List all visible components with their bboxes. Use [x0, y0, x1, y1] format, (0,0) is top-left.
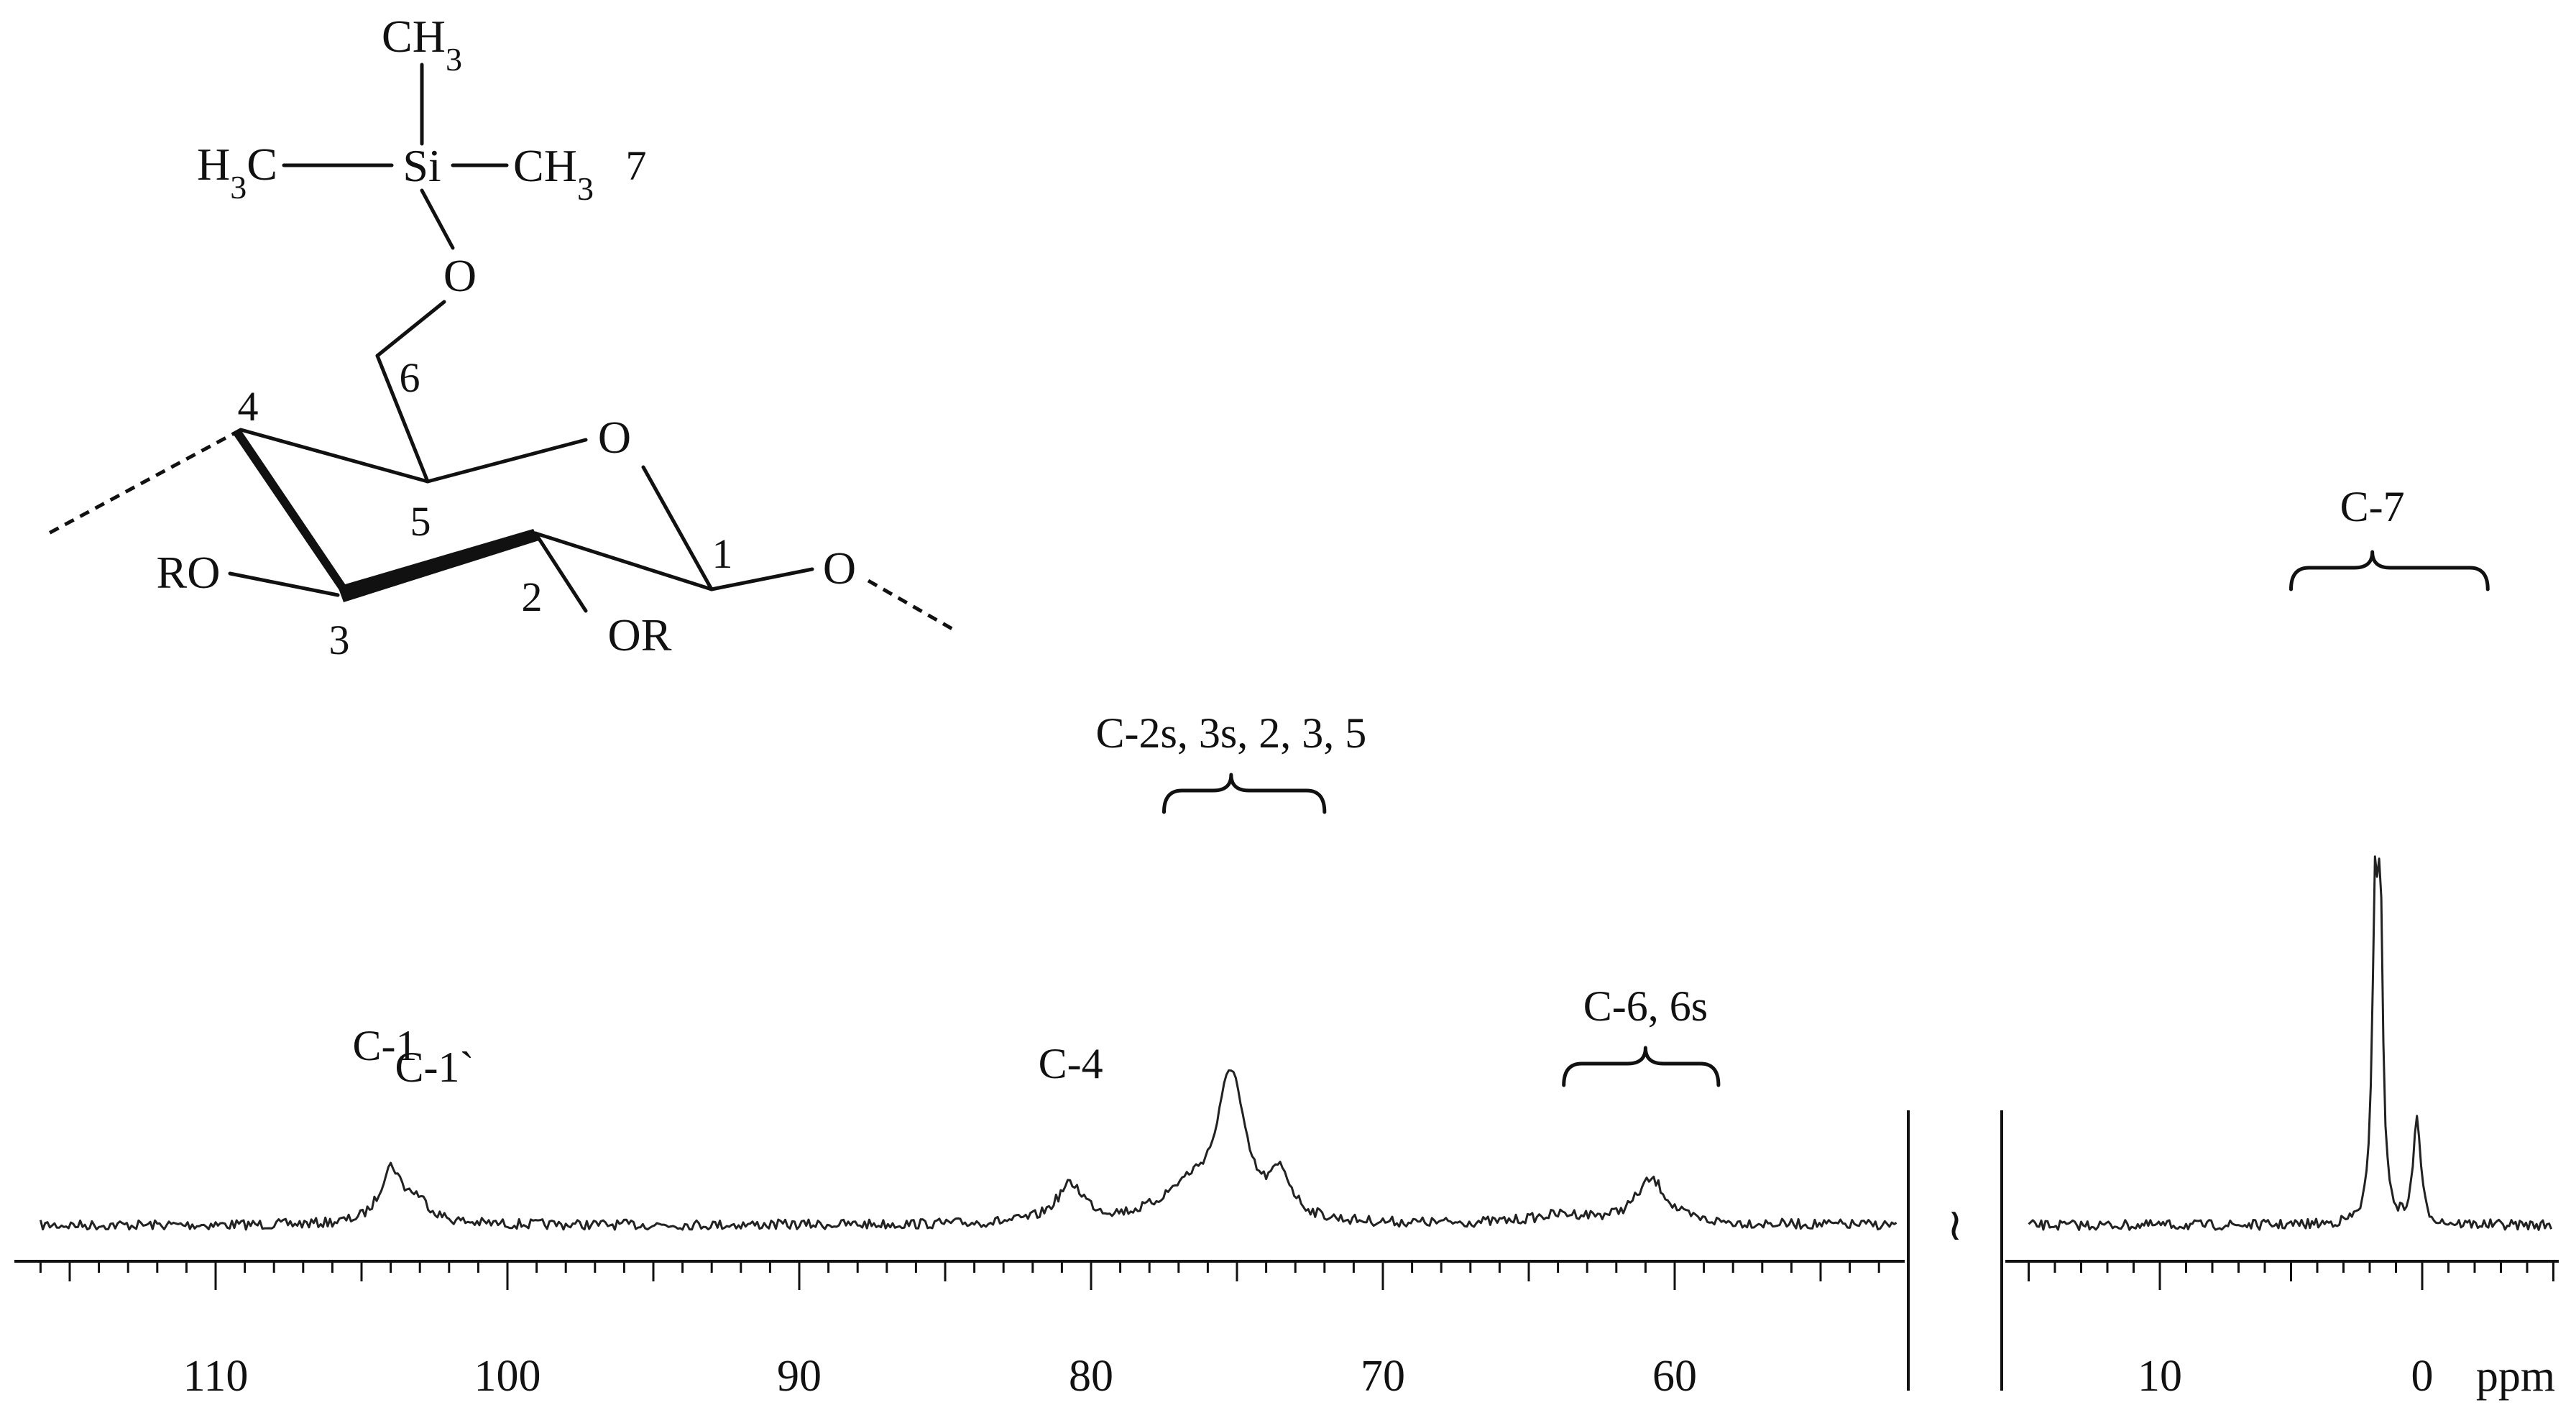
- bond-c5-ringo: [426, 438, 588, 484]
- o6-label: O: [443, 250, 477, 301]
- glyco-o-label: O: [823, 543, 856, 594]
- tick-label: 70: [1361, 1352, 1405, 1401]
- peak-annotations: C-1C-1` C-4 C-2s, 3s, 2, 3, 5 C-6, 6s C-7: [352, 483, 2490, 1091]
- peak-label: C-1`: [395, 1044, 474, 1091]
- c2-number: 2: [522, 573, 543, 620]
- peak-bracket: [1162, 773, 1327, 814]
- bond-ringo-c1: [641, 465, 714, 591]
- bond-c1-o: [709, 567, 814, 591]
- axis-break-symbol: ≀: [1946, 1201, 1963, 1250]
- bond-ro-c3: [228, 571, 340, 597]
- trace-layer: [39, 855, 2552, 1231]
- or-label: OR: [608, 609, 672, 660]
- tick-label: 100: [474, 1352, 541, 1401]
- c1-number: 1: [712, 530, 733, 577]
- tick-label: 0: [2411, 1352, 2434, 1401]
- peak-label: C-7: [2340, 483, 2405, 530]
- tick-label: 60: [1652, 1352, 1697, 1401]
- bond-c2-or: [533, 531, 588, 613]
- peak-label: C-2s, 3s, 2, 3, 5: [1096, 709, 1367, 757]
- c5-number: 5: [410, 498, 431, 545]
- tick-label: 90: [777, 1352, 822, 1401]
- glycosidic-dash-right: [867, 579, 957, 633]
- peak-label: C-4: [1039, 1040, 1103, 1087]
- ch3-right-label: CH3: [513, 140, 594, 207]
- tick-layer: 110 100 90 80 70 60 10 0: [39, 1261, 2554, 1401]
- spectrum-trace-panel-1: [39, 1069, 1898, 1231]
- c6-number: 6: [400, 354, 420, 401]
- peak-label: C-6, 6s: [1583, 982, 1708, 1030]
- wedge-c4-c3: [234, 430, 349, 596]
- h3c-label: H3C: [197, 139, 277, 206]
- tick-label: 10: [2138, 1352, 2182, 1401]
- ro-label: RO: [157, 547, 221, 598]
- si-label: Si: [402, 140, 441, 191]
- bond-si-o: [420, 188, 455, 250]
- c4-number: 4: [238, 383, 259, 430]
- wedge-c3-c2: [338, 529, 539, 602]
- bond-c4-c5: [239, 428, 430, 484]
- peak-bracket: [2289, 550, 2490, 591]
- glycosidic-dash-left: [47, 428, 242, 535]
- c7-number: 7: [626, 142, 647, 189]
- ppm-axis: ≀: [14, 1110, 2559, 1391]
- peak-label: C-1: [352, 1022, 417, 1069]
- bond-c2-c1: [533, 531, 714, 591]
- tick-label: 110: [183, 1352, 249, 1401]
- ppm-unit-label: ppm: [2476, 1352, 2555, 1401]
- nmr-spectrum: ≀ 110 100 90 80 70 60 10 0 C-1C-1` C-4C-2s, 3s, …: [14, 483, 2559, 1401]
- ch3-top-label: CH3: [382, 11, 462, 78]
- ring-o-label: O: [598, 412, 631, 463]
- spectrum-trace-panel-2: [2028, 855, 2552, 1231]
- tick-label: 80: [1069, 1352, 1113, 1401]
- peak-bracket: [1562, 1046, 1721, 1087]
- bond-o-c6: [375, 300, 446, 358]
- bond-c6-c5: [375, 354, 430, 484]
- glucose-structure: CH3 H3C Si CH3 7 O 6 4 O 5 1 O RO 2 3 OR: [47, 11, 957, 663]
- c3-number: 3: [329, 617, 350, 663]
